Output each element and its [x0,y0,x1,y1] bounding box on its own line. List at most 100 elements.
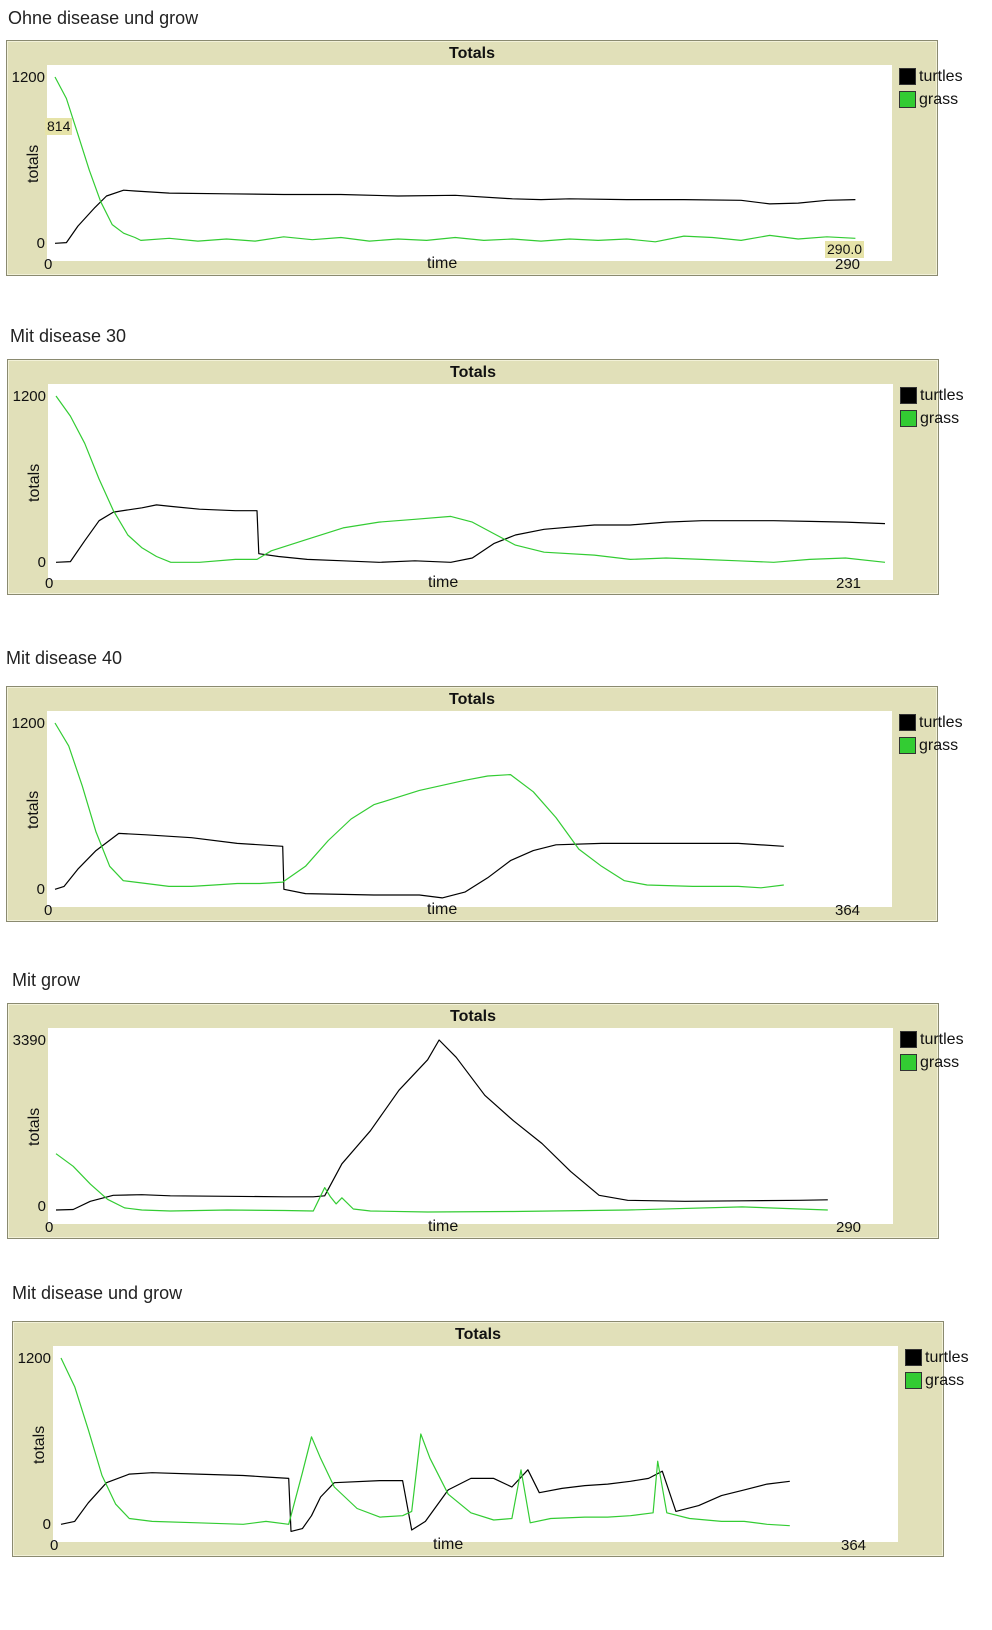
legend-item-turtles-5: turtles [905,1346,969,1369]
y-axis-label-2: totals [26,463,43,502]
x-axis-label-4: time [428,1218,459,1235]
chart-svg-1 [54,76,856,244]
x-max-label-5: 364 [841,1537,867,1554]
y-max-label-3: 1200 [11,715,45,732]
plot-title-2: Totals [450,364,496,381]
legend-item-grass-1: grass [899,88,963,111]
legend-swatch-grass-2 [900,410,917,427]
caption-4: Mit grow [12,970,81,990]
plot-area-5 [53,1346,898,1542]
chart-svg-3 [54,722,784,899]
legend-2: turtles grass [900,384,964,430]
legend-swatch-grass-5 [905,1372,922,1389]
annotation-right-1: 290.0 [825,241,865,258]
y-axis-label-5: totals [31,1425,48,1464]
plot-area-1: 814 290.0 [45,65,892,261]
y-axis-label-1: totals [25,144,42,183]
series-line-grass-4 [55,1153,828,1213]
x-min-label-3: 0 [44,902,53,919]
y-axis-label-4: totals [26,1107,43,1146]
x-axis-label-3: time [427,901,458,918]
series-line-turtles-5 [60,1469,790,1532]
x-max-label-2: 231 [836,575,862,592]
plot-panel-4: Totals 3390 0 totals 0 290 time turtles … [7,1003,964,1239]
plot-area-3 [47,711,892,907]
x-min-label-1: 0 [44,256,53,273]
plot-panel-5: Totals 1200 0 totals 0 364 time turtles … [12,1321,969,1557]
y-max-label-2: 1200 [12,388,46,405]
series-line-grass-3 [54,722,784,889]
legend-swatch-turtles-4 [900,1031,917,1048]
caption-1: Ohne disease und grow [8,8,199,28]
plot-title-1: Totals [449,45,495,62]
legend-swatch-turtles-2 [900,387,917,404]
x-max-label-1: 290 [835,256,861,273]
y-max-label-1: 1200 [11,69,45,86]
plot-title-4: Totals [450,1008,496,1025]
legend-item-grass-2: grass [900,407,964,430]
legend-3: turtles grass [899,711,963,757]
caption-2: Mit disease 30 [10,326,127,346]
legend-label-turtles-3: turtles [919,713,963,731]
chart-svg-4 [55,1039,828,1213]
x-max-label-3: 364 [835,902,861,919]
y-min-label-2: 0 [37,554,46,571]
x-min-label-5: 0 [50,1537,59,1554]
y-max-label-5: 1200 [17,1350,51,1367]
y-min-label-1: 0 [36,235,45,252]
legend-label-turtles-1: turtles [919,67,963,85]
y-axis-label-3: totals [25,790,42,829]
annotation-left-1: 814 [45,118,73,135]
series-line-turtles-4 [55,1039,828,1211]
plot-area-2 [48,384,893,580]
legend-item-grass-4: grass [900,1051,964,1074]
legend-label-grass-4: grass [920,1053,960,1071]
plot-area-4 [48,1028,893,1224]
y-min-label-5: 0 [42,1516,51,1533]
series-line-turtles-2 [55,504,886,563]
legend-swatch-turtles-5 [905,1349,922,1366]
series-line-grass-2 [55,395,886,563]
y-max-label-4: 3390 [12,1032,46,1049]
legend-1: turtles grass [899,65,963,111]
legend-label-grass-2: grass [920,409,960,427]
series-line-grass-5 [60,1357,790,1527]
y-min-label-4: 0 [37,1198,46,1215]
chart-svg-2 [55,395,886,563]
legend-label-grass-1: grass [919,90,959,108]
x-max-label-4: 290 [836,1219,862,1236]
legend-item-turtles-4: turtles [900,1028,964,1051]
legend-swatch-turtles-1 [899,68,916,85]
legend-label-grass-5: grass [925,1371,965,1389]
x-axis-label-2: time [428,574,459,591]
legend-label-turtles-5: turtles [925,1348,969,1366]
series-line-grass-1 [54,76,856,243]
plot-panel-1: Totals 1200 0 totals 814 290.0 0 290 tim… [6,40,963,276]
legend-swatch-grass-3 [899,737,916,754]
plot-panel-2: Totals 1200 0 totals 0 231 time turtles … [7,359,964,595]
legend-item-turtles-3: turtles [899,711,963,734]
x-min-label-4: 0 [45,1219,54,1236]
x-axis-label-1: time [427,255,458,272]
legend-item-turtles-2: turtles [900,384,964,407]
legend-label-turtles-4: turtles [920,1030,964,1048]
legend-item-grass-5: grass [905,1369,969,1392]
plot-title-3: Totals [449,691,495,708]
legend-label-grass-3: grass [919,736,959,754]
caption-5: Mit disease und grow [12,1283,183,1303]
legend-swatch-turtles-3 [899,714,916,731]
series-line-turtles-1 [54,189,856,244]
legend-5: turtles grass [905,1346,969,1392]
legend-item-grass-3: grass [899,734,963,757]
legend-label-turtles-2: turtles [920,386,964,404]
caption-3: Mit disease 40 [6,648,123,668]
legend-4: turtles grass [900,1028,964,1074]
x-axis-label-5: time [433,1536,464,1553]
legend-swatch-grass-4 [900,1054,917,1071]
legend-swatch-grass-1 [899,91,916,108]
legend-item-turtles-1: turtles [899,65,963,88]
series-line-turtles-3 [54,832,784,899]
plot-title-5: Totals [455,1326,501,1343]
chart-svg-5 [60,1357,790,1532]
x-min-label-2: 0 [45,575,54,592]
